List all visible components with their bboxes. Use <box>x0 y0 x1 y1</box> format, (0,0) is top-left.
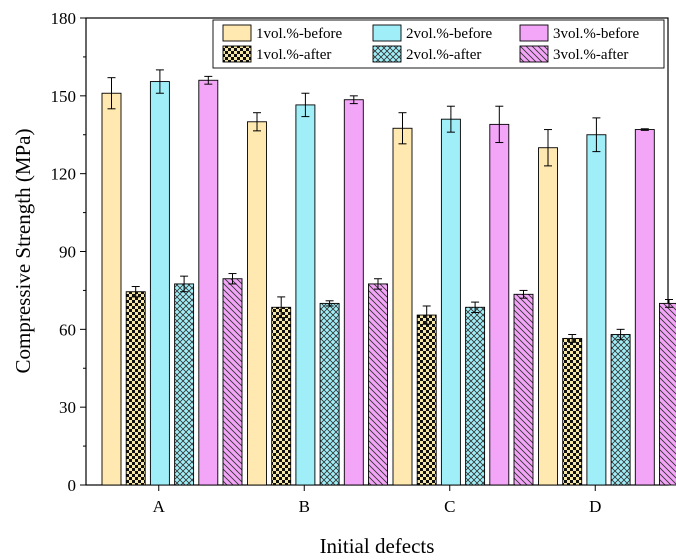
bar-3vol-before-c <box>489 123 510 486</box>
legend-item-1vol-after: 1vol.%-after <box>222 45 331 63</box>
bar-1vol-after-b <box>271 306 292 486</box>
error-bar-1vol-after-c <box>422 305 431 325</box>
bar-2vol-after-d <box>610 334 631 486</box>
error-bar-3vol-before-c <box>495 105 504 144</box>
legend-swatch-3vol-after <box>519 45 549 63</box>
error-bar-2vol-before-a <box>155 69 164 94</box>
error-bar-1vol-before-d <box>544 129 552 167</box>
x-axis: A B C D <box>153 485 601 516</box>
bar-2vol-after-b <box>319 302 340 486</box>
error-bar-3vol-before-d <box>640 128 649 131</box>
x-tick-label-a: A <box>153 497 166 516</box>
error-bar-2vol-before-d <box>592 117 601 153</box>
bar-2vol-before-d <box>586 134 607 486</box>
legend-box <box>212 19 665 69</box>
y-tick-label-150: 150 <box>51 87 77 106</box>
error-bar-1vol-before-b <box>253 112 261 132</box>
error-bar-2vol-before-b <box>301 92 310 118</box>
legend-swatch-2vol-after <box>372 45 402 63</box>
x-axis-label: Initial defects <box>320 534 435 558</box>
x-tick-label-b: B <box>299 497 310 516</box>
bar-1vol-before-d <box>538 147 558 486</box>
y-tick-label-60: 60 <box>59 320 76 339</box>
legend-item-2vol-after: 2vol.%-after <box>372 45 481 63</box>
legend-label-3vol-before: 3vol.%-before <box>553 26 640 42</box>
legend: 1vol.%-before 2vol.%-before 3vol.%-before 1… <box>212 19 665 69</box>
error-bars-layer <box>107 69 673 343</box>
bar-2vol-before-a <box>149 81 170 486</box>
bar-2vol-before-b <box>295 104 316 486</box>
legend-label-1vol-before: 1vol.%-before <box>256 26 343 42</box>
bar-2vol-after-a <box>174 283 195 486</box>
error-bar-1vol-after-b <box>277 296 286 319</box>
error-bar-1vol-after-d <box>568 334 577 343</box>
y-tick-label-0: 0 <box>68 476 77 495</box>
error-bar-2vol-after-b <box>325 300 334 307</box>
bar-3vol-after-c <box>513 293 534 486</box>
legend-swatch-2vol-before <box>372 24 402 42</box>
error-bar-3vol-before-b <box>349 95 358 105</box>
bar-1vol-before-a <box>101 92 122 486</box>
bar-1vol-after-d <box>562 337 583 486</box>
bar-2vol-after-c <box>465 306 486 486</box>
error-bar-3vol-after-d <box>665 298 673 308</box>
error-bar-2vol-before-c <box>446 105 455 133</box>
y-tick-label-120: 120 <box>51 165 77 184</box>
bar-3vol-after-d <box>659 302 676 486</box>
bar-1vol-after-a <box>125 291 146 486</box>
legend-label-2vol-after: 2vol.%-after <box>406 47 481 63</box>
x-tick-label-d: D <box>589 497 601 516</box>
bar-1vol-before-c <box>392 127 413 486</box>
y-axis-label: Compressive Strength (MPa) <box>11 129 35 374</box>
error-bar-1vol-after-a <box>131 286 140 298</box>
y-tick-label-180: 180 <box>51 9 77 28</box>
y-tick-label-90: 90 <box>59 243 76 262</box>
bar-3vol-after-a <box>222 278 243 486</box>
y-tick-label-30: 30 <box>59 398 76 417</box>
legend-label-1vol-after: 1vol.%-after <box>256 47 331 63</box>
error-bar-3vol-after-a <box>228 273 237 285</box>
y-axis: 0 30 60 90 120 150 180 <box>51 9 86 495</box>
error-bar-1vol-before-c <box>398 112 407 145</box>
legend-swatch-1vol-after <box>222 45 252 63</box>
error-bar-3vol-before-a <box>204 75 213 85</box>
legend-item-3vol-after: 3vol.%-after <box>519 45 628 63</box>
legend-swatch-1vol-before <box>222 24 252 42</box>
x-tick-label-c: C <box>444 497 455 516</box>
bar-1vol-before-b <box>247 121 267 486</box>
error-bar-3vol-after-c <box>519 289 528 299</box>
legend-label-3vol-after: 3vol.%-after <box>553 47 628 63</box>
bar-2vol-before-c <box>440 118 461 486</box>
legend-item-2vol-before: 2vol.%-before <box>372 24 493 42</box>
legend-label-2vol-before: 2vol.%-before <box>406 26 493 42</box>
bar-1vol-after-c <box>416 314 437 486</box>
bar-3vol-after-b <box>368 283 388 486</box>
error-bar-2vol-after-a <box>180 275 189 293</box>
error-bar-2vol-after-d <box>616 328 625 341</box>
bar-3vol-before-b <box>343 99 364 486</box>
legend-item-3vol-before: 3vol.%-before <box>519 24 640 42</box>
legend-item-1vol-before: 1vol.%-before <box>222 24 343 42</box>
bar-3vol-before-a <box>198 79 219 486</box>
bars-layer <box>101 79 676 486</box>
error-bar-1vol-before-a <box>107 77 116 110</box>
legend-swatch-3vol-before <box>519 24 549 42</box>
bar-3vol-before-d <box>634 129 655 486</box>
error-bar-3vol-after-b <box>374 278 382 290</box>
error-bar-2vol-after-c <box>471 301 480 313</box>
